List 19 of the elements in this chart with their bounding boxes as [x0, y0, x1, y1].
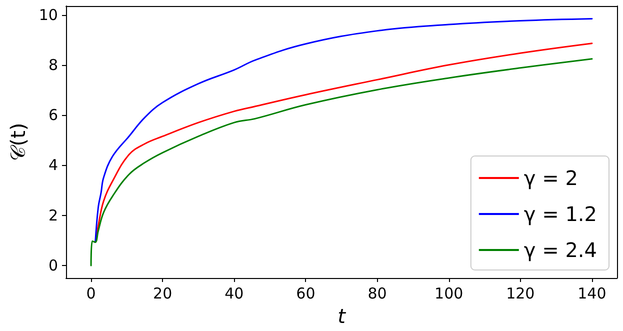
y-tick-label: 0 [48, 256, 58, 274]
y-tick-label: 4 [48, 156, 58, 174]
y-tick-label: 2 [48, 206, 58, 224]
x-tick-label: 0 [86, 284, 96, 302]
x-tick-label: 40 [224, 284, 244, 302]
y-axis-title: 𝒞(t) [6, 122, 30, 162]
x-tick-label: 20 [153, 284, 172, 302]
x-axis-title: t [338, 304, 347, 328]
x-tick-label: 100 [434, 284, 464, 302]
y-tick-label: 10 [38, 6, 58, 24]
y-tick-label: 8 [48, 56, 58, 74]
legend-label: γ = 2 [524, 166, 578, 190]
x-tick-label: 120 [506, 284, 535, 302]
x-tick-label: 140 [578, 284, 606, 302]
x-tick-label: 80 [368, 284, 387, 302]
legend-label: γ = 2.4 [524, 238, 598, 262]
y-tick-label: 6 [48, 106, 58, 124]
x-tick-label: 60 [296, 284, 316, 302]
legend-label: γ = 1.2 [524, 202, 598, 226]
